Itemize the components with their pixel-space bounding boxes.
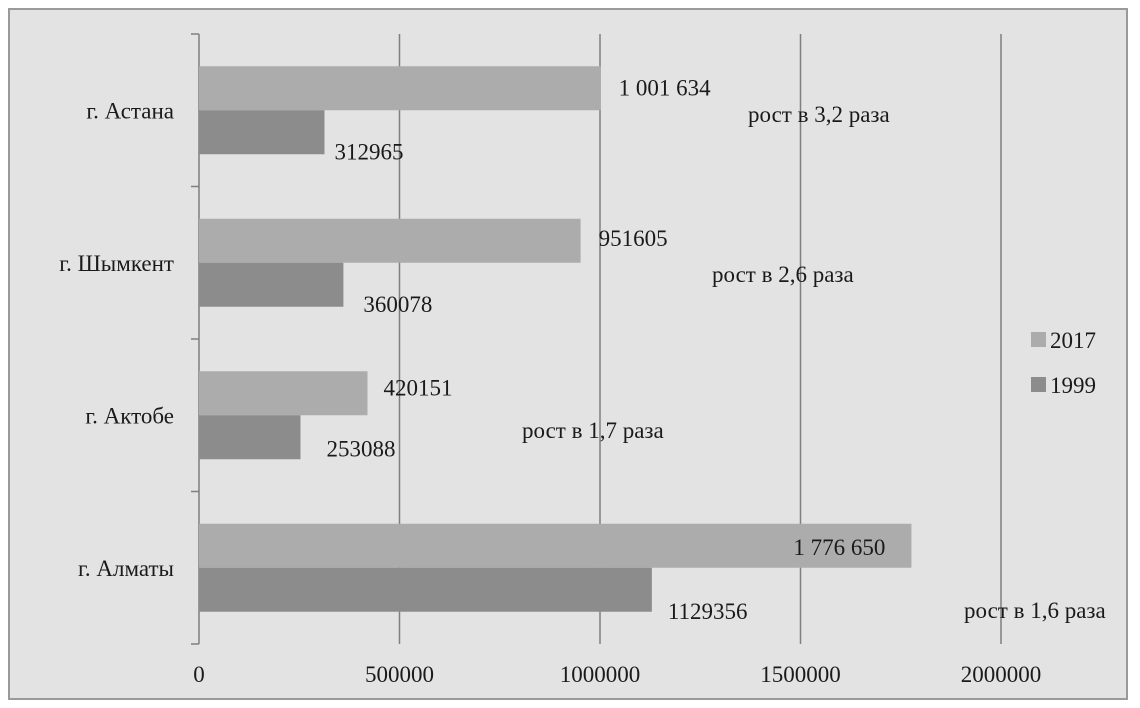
x-tick-label: 1000000	[560, 662, 641, 687]
data-label-1999: 253088	[326, 436, 395, 461]
data-label-2017: 420151	[383, 375, 452, 400]
data-label-2017: 1 001 634	[619, 75, 712, 100]
data-label-1999: 1129356	[668, 599, 748, 624]
bar-2017	[199, 371, 368, 416]
category-label: г. Актобе	[85, 403, 174, 428]
growth-annotation: рост в 3,2 раза	[748, 102, 890, 127]
bar-1999	[199, 262, 344, 307]
bar-2017	[199, 523, 912, 568]
legend-swatch-2017	[1031, 332, 1046, 347]
legend-swatch-1999	[1031, 377, 1046, 392]
legend-label-2017: 2017	[1050, 328, 1096, 353]
legend-label-1999: 1999	[1050, 373, 1096, 398]
growth-annotation: рост в 1,6 раза	[964, 598, 1106, 623]
bar-1999	[199, 567, 652, 612]
x-tick-label: 500000	[365, 662, 434, 687]
category-label: г. Астана	[86, 98, 174, 123]
bar-2017	[199, 66, 601, 111]
bar-2017	[199, 218, 581, 263]
category-label: г. Алматы	[78, 556, 174, 581]
bar-1999	[199, 110, 325, 155]
data-label-1999: 312965	[334, 139, 403, 164]
growth-annotation: рост в 2,6 раза	[712, 262, 854, 287]
x-tick-label: 1500000	[760, 662, 841, 687]
data-label-2017: 1 776 650	[793, 535, 885, 560]
x-tick-label: 0	[193, 662, 205, 687]
growth-annotation: рост в 1,7 раза	[522, 418, 664, 443]
bar-1999	[199, 415, 301, 460]
data-label-2017: 951605	[599, 226, 668, 251]
data-label-1999: 360078	[363, 292, 432, 317]
category-label: г. Шымкент	[59, 251, 174, 276]
x-tick-label: 2000000	[961, 662, 1042, 687]
